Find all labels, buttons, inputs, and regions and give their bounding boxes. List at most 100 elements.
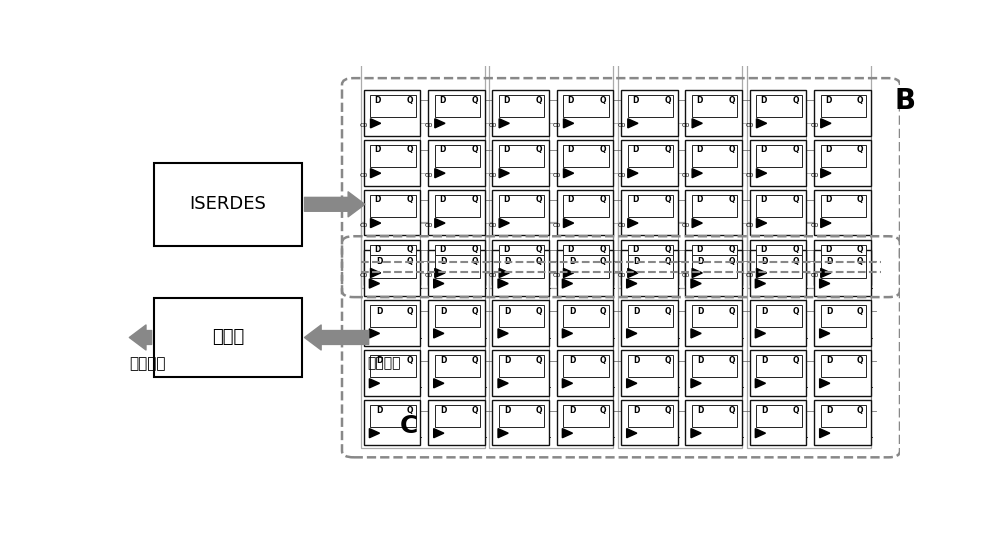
Text: C0: C0 xyxy=(810,273,819,278)
Text: D: D xyxy=(697,356,704,366)
Text: Q: Q xyxy=(471,195,478,204)
Text: Q: Q xyxy=(407,195,413,204)
Text: D: D xyxy=(762,306,768,316)
Text: Q: Q xyxy=(728,256,735,266)
Text: D: D xyxy=(504,356,511,366)
Polygon shape xyxy=(434,379,444,388)
Bar xyxy=(628,355,673,377)
Text: C0: C0 xyxy=(424,123,433,128)
Text: Q: Q xyxy=(600,96,606,104)
Bar xyxy=(821,255,866,278)
Bar xyxy=(499,255,544,278)
Bar xyxy=(370,145,416,167)
Text: Q: Q xyxy=(471,406,478,415)
Bar xyxy=(821,305,866,327)
Bar xyxy=(557,350,613,396)
Polygon shape xyxy=(756,268,767,277)
Text: D: D xyxy=(503,96,510,104)
Bar xyxy=(428,239,485,285)
Bar xyxy=(428,90,485,136)
Polygon shape xyxy=(369,329,380,338)
Bar xyxy=(364,400,420,445)
Text: C0: C0 xyxy=(553,273,561,278)
Polygon shape xyxy=(369,429,380,438)
Polygon shape xyxy=(692,119,702,128)
Bar xyxy=(685,250,742,296)
Text: D: D xyxy=(569,356,575,366)
Bar xyxy=(492,300,549,346)
Bar xyxy=(364,90,420,136)
Text: Q: Q xyxy=(471,145,478,154)
Text: C0: C0 xyxy=(360,173,368,178)
Text: D: D xyxy=(826,406,832,415)
Bar xyxy=(370,305,416,327)
Text: Q: Q xyxy=(600,356,606,366)
Text: C0: C0 xyxy=(682,123,690,128)
Bar xyxy=(364,350,420,396)
Text: Q: Q xyxy=(471,96,478,104)
Text: D: D xyxy=(632,145,638,154)
Text: Q: Q xyxy=(664,306,671,316)
Text: D: D xyxy=(761,96,767,104)
Polygon shape xyxy=(627,329,637,338)
Polygon shape xyxy=(628,219,638,228)
Text: C0: C0 xyxy=(489,273,497,278)
Bar xyxy=(618,222,742,448)
Bar xyxy=(563,244,609,267)
Polygon shape xyxy=(820,329,830,338)
Bar xyxy=(563,255,609,278)
Bar xyxy=(499,195,544,217)
Bar xyxy=(628,255,673,278)
Bar xyxy=(621,140,678,186)
Bar xyxy=(814,239,871,285)
Text: C0: C0 xyxy=(617,173,626,178)
Bar xyxy=(435,145,480,167)
Bar xyxy=(750,250,806,296)
Text: D: D xyxy=(696,96,703,104)
Bar xyxy=(428,190,485,236)
Bar xyxy=(563,145,609,167)
Text: D: D xyxy=(569,406,575,415)
Bar xyxy=(756,305,802,327)
Text: D: D xyxy=(697,256,704,266)
Text: C0: C0 xyxy=(746,273,754,278)
Bar xyxy=(814,400,871,445)
Bar xyxy=(370,405,416,427)
Bar xyxy=(621,90,678,136)
Text: D: D xyxy=(696,145,703,154)
Text: D: D xyxy=(504,306,511,316)
Text: Q: Q xyxy=(535,356,542,366)
Text: D: D xyxy=(825,195,831,204)
Text: D: D xyxy=(439,245,445,254)
Text: Q: Q xyxy=(471,256,478,266)
Bar xyxy=(492,350,549,396)
Text: Q: Q xyxy=(535,96,542,104)
Bar xyxy=(692,355,737,377)
Text: D: D xyxy=(503,245,510,254)
Bar xyxy=(563,305,609,327)
Text: Q: Q xyxy=(407,245,413,254)
Bar xyxy=(692,195,737,217)
Bar xyxy=(435,244,480,267)
Bar xyxy=(621,400,678,445)
Polygon shape xyxy=(498,329,508,338)
Text: D: D xyxy=(504,256,511,266)
Polygon shape xyxy=(370,268,381,277)
Bar xyxy=(756,195,802,217)
Text: D: D xyxy=(375,245,381,254)
Bar xyxy=(692,305,737,327)
Bar xyxy=(750,239,806,285)
Polygon shape xyxy=(821,119,831,128)
Bar xyxy=(750,190,806,236)
Text: 编码器: 编码器 xyxy=(212,328,244,346)
Text: D: D xyxy=(825,96,831,104)
Bar xyxy=(621,250,678,296)
Text: Q: Q xyxy=(600,256,606,266)
Polygon shape xyxy=(628,169,638,178)
Text: D: D xyxy=(504,406,511,415)
Polygon shape xyxy=(435,219,445,228)
Bar xyxy=(563,195,609,217)
Polygon shape xyxy=(756,219,767,228)
Bar xyxy=(563,355,609,377)
Text: D: D xyxy=(440,406,446,415)
